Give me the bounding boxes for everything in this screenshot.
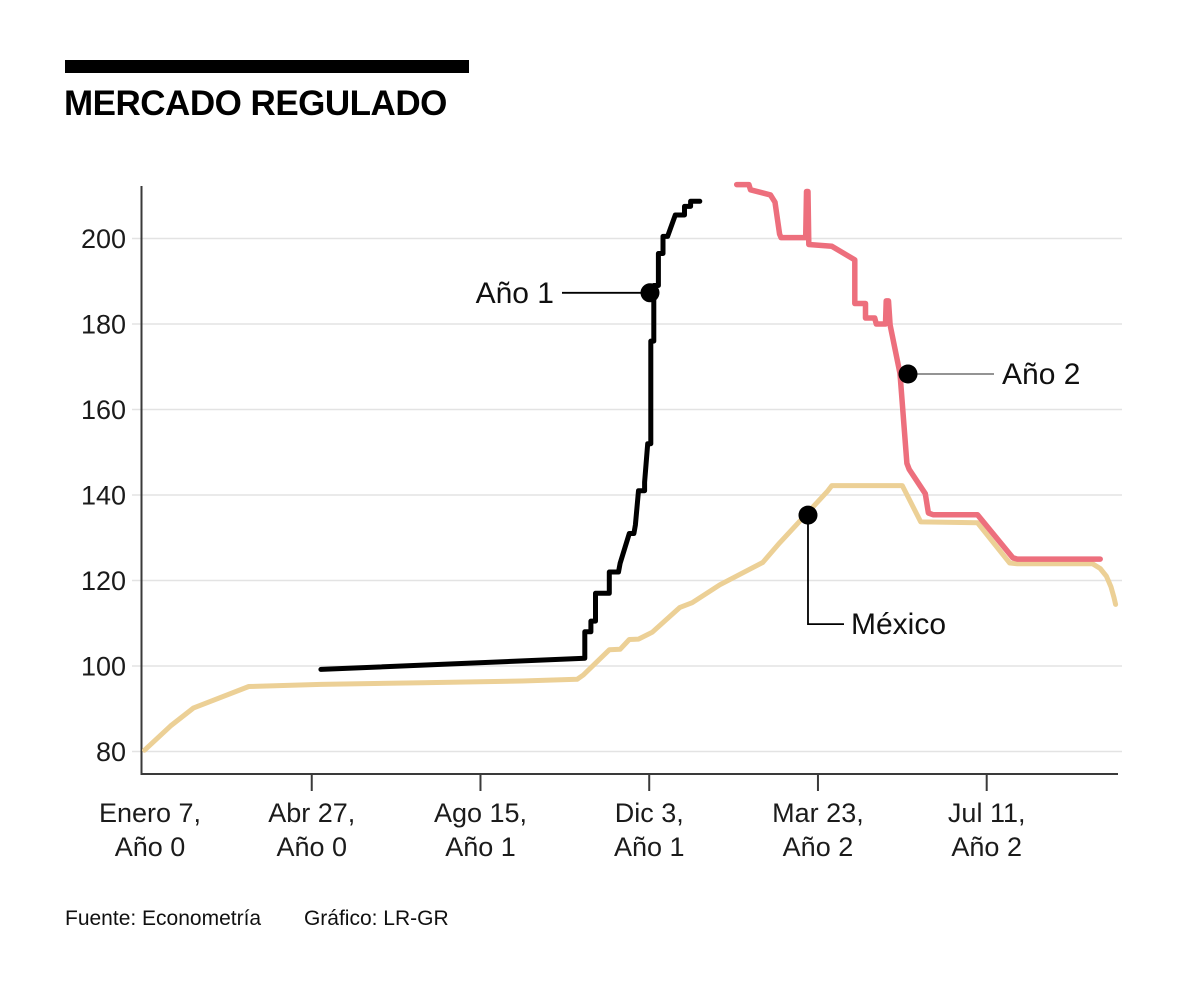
annotation-leader	[807, 524, 844, 625]
y-tick-label: 160	[81, 395, 126, 425]
y-tick-label: 200	[81, 224, 126, 254]
annotation-label: México	[851, 608, 946, 641]
annotation-label: Año 1	[476, 277, 554, 310]
x-tick-label-line1: Enero 7,	[99, 798, 201, 828]
x-tick-label-line1: Dic 3,	[615, 798, 684, 828]
title-accent-bar	[65, 60, 469, 73]
x-tick-label-line1: Abr 27,	[268, 798, 355, 828]
y-tick-label: 80	[96, 737, 126, 767]
x-tick-label-line2: Año 0	[115, 832, 186, 862]
page-title: MERCADO REGULADO	[64, 84, 447, 123]
y-axis-labels: 200 180 160 140 120 100 80	[81, 224, 126, 767]
annotations: Año 1 Año 2 México	[476, 277, 1081, 641]
annotation-dot	[898, 364, 918, 384]
x-tick-label-line2: Año 1	[614, 832, 685, 862]
footer-credit: Gráfico: LR-GR	[303, 907, 449, 930]
x-axis-labels: Enero 7, Año 0 Abr 27, Año 0 Ago 15, Año 1 Dic…	[99, 774, 1026, 862]
x-tick-label-line1: Jul 11,	[948, 798, 1026, 828]
axes	[140, 186, 1118, 775]
gridlines	[132, 237, 1122, 753]
x-tick-label-line2: Año 2	[951, 832, 1022, 862]
x-tick-label-line2: Año 2	[783, 832, 854, 862]
y-tick-label: 140	[81, 481, 126, 511]
series-line-mexico	[142, 483, 1119, 753]
annotation-dot	[798, 505, 818, 525]
series-line-ano2	[733, 181, 1103, 562]
annotation-dot	[640, 283, 660, 303]
x-tick-label-line2: Año 1	[445, 832, 516, 862]
y-tick-label: 120	[81, 566, 126, 596]
x-tick-label-line1: Mar 23,	[772, 798, 864, 828]
y-tick-label: 180	[81, 310, 126, 340]
annotation-label: Año 2	[1002, 358, 1080, 391]
footer: Fuente: Econometría Gráfico: LR-GR	[65, 907, 449, 931]
series-lines	[142, 181, 1119, 753]
y-tick-label: 100	[81, 652, 126, 682]
x-tick-label-line2: Año 0	[276, 832, 347, 862]
footer-source: Fuente: Econometría	[65, 907, 262, 930]
x-tick-label-line1: Ago 15,	[434, 798, 527, 828]
series-line-ano1	[318, 198, 703, 672]
